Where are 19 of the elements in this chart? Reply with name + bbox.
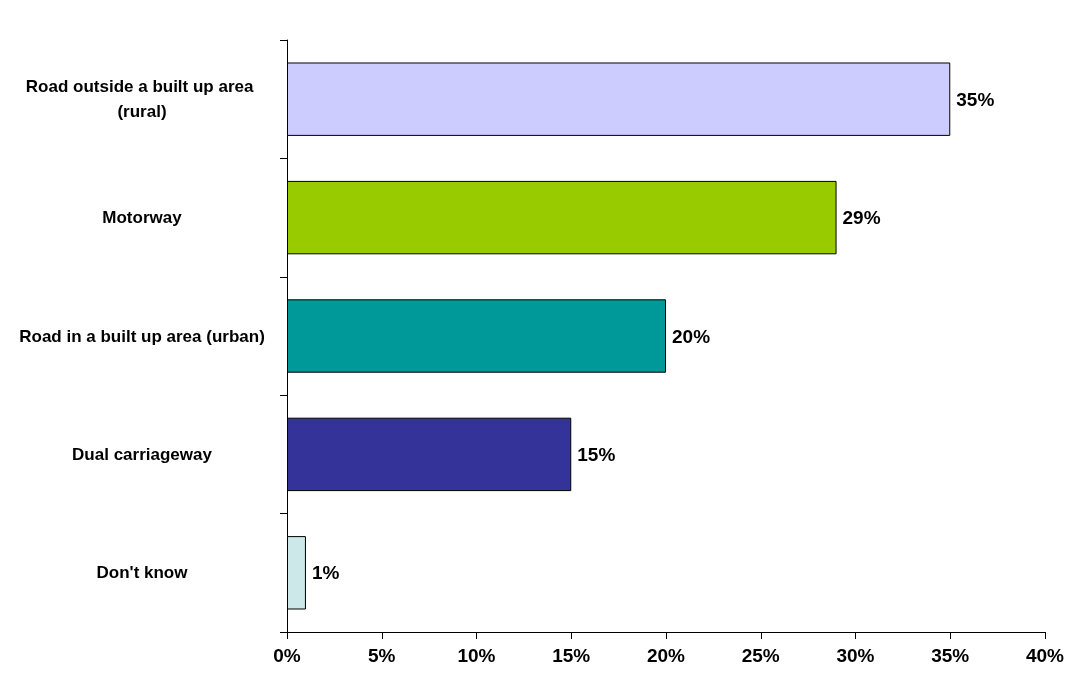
y-tick-label: Road in a built up area (urban)	[19, 326, 265, 346]
y-tick-label: Motorway	[102, 208, 183, 228]
data-label: 29%	[842, 207, 881, 229]
y-tick-label: Road outside a built up area (rural)	[25, 77, 259, 122]
data-label: 20%	[672, 325, 711, 347]
x-tick-label: 30%	[836, 645, 875, 666]
y-tick-label: Don't know	[96, 563, 189, 583]
x-tick-label: 5%	[368, 645, 396, 666]
x-tick-label: 40%	[1025, 645, 1065, 666]
x-tick-label: 0%	[273, 645, 301, 666]
x-tick-label: 35%	[931, 645, 970, 666]
x-tick-label: 10%	[457, 645, 496, 666]
data-label: 1%	[311, 562, 340, 584]
y-tick-label: Dual carriageway	[72, 444, 213, 464]
data-label: 15%	[577, 443, 616, 465]
x-tick-label: 20%	[646, 645, 686, 666]
data-label: 35%	[956, 88, 995, 110]
x-tick-label: 15%	[552, 645, 591, 666]
x-tick-label: 25%	[741, 645, 780, 666]
